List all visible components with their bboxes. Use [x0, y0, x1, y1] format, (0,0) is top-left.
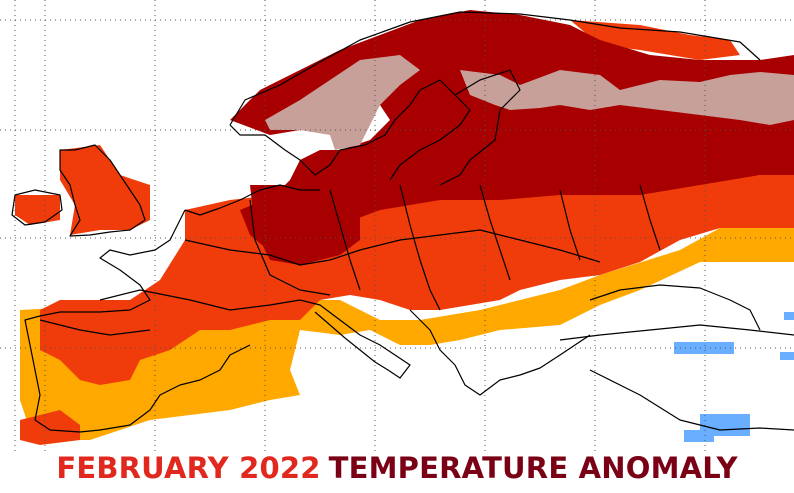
anomaly-layer-extreme	[265, 55, 794, 150]
anomaly-layer-cool	[674, 312, 794, 442]
anomaly-layer-mild	[20, 228, 794, 440]
coastlines	[11, 11, 794, 433]
map-title: FEBRUARY 2022 TEMPERATURE ANOMALY	[0, 448, 794, 493]
title-month-year: FEBRUARY 2022	[56, 451, 321, 485]
anomaly-map	[0, 0, 794, 452]
title-subject: TEMPERATURE ANOMALY	[328, 451, 738, 485]
graticule	[0, 0, 794, 452]
